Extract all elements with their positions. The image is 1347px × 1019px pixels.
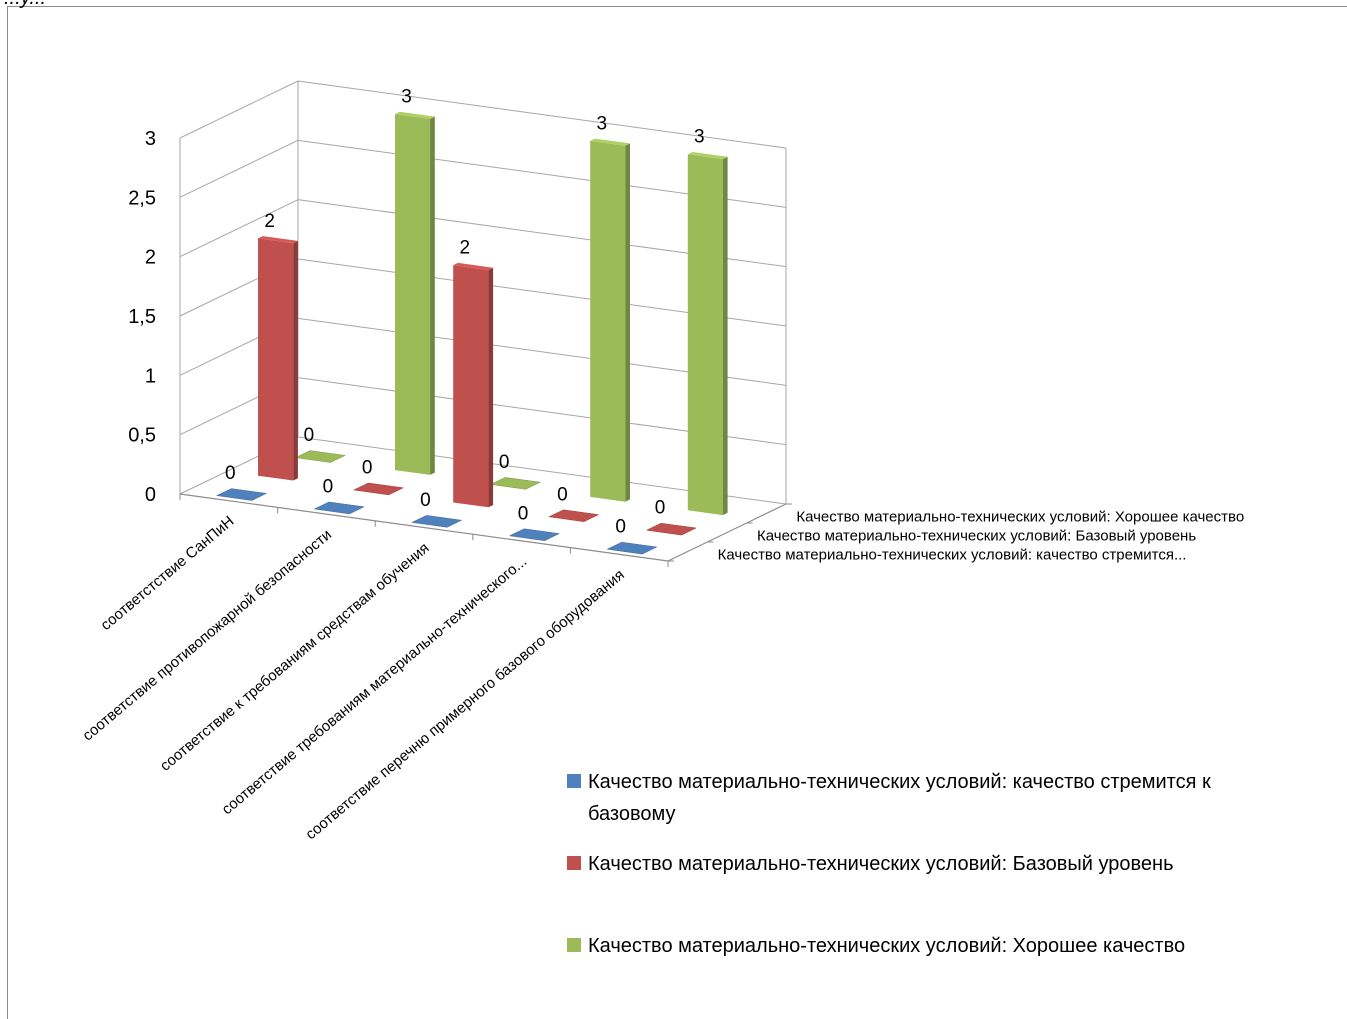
data-label: 0 [225,463,236,484]
bar-top-face [395,111,435,119]
category-label: соответствие противопожарной безопасност… [79,526,335,744]
depth-axis-label: Качество материально-технических условий… [757,528,1196,545]
top-text-fragment: ...у... [4,0,46,9]
bar-zero-face [548,509,600,522]
bar: 0 [548,484,600,522]
bar-top-face [258,236,298,244]
bar: 2 [453,238,494,508]
y-tick-label: 0 [145,484,156,506]
bar-zero-face [606,541,658,555]
bar: 0 [606,517,658,555]
y-tick-label: 0,5 [128,425,156,447]
data-label: 3 [596,113,607,134]
legend-item: Качество материально-технических условий… [567,771,1211,825]
legend-label: Качество материально-технических условий… [588,771,1211,793]
data-label: 0 [362,457,373,478]
bar: 3 [687,127,728,516]
bar: 0 [508,503,561,541]
bar: 3 [590,113,630,502]
bar-zero-face [352,482,405,496]
bar-top-face [453,262,494,270]
data-label: 0 [557,484,568,505]
bar-side-face [488,267,494,508]
bar-zero-face [489,477,542,490]
bar-front-face [395,114,431,475]
depth-axis-line [667,503,787,562]
legend-label: Качество материально-технических условий… [588,853,1174,875]
bar: 0 [352,457,405,496]
bar-side-face [625,143,630,502]
bar: 2 [258,211,298,481]
chart-bars: 0 3 0 3 3 2 0 2 0 0 0 0 0 0 0 [215,86,728,555]
bar-side-face [722,156,728,516]
bar: 0 [645,498,698,536]
bar: 0 [215,463,268,501]
chart-frame [7,6,1347,1019]
bar: 3 [395,86,435,475]
back-wall-gridline [297,80,787,149]
legend-swatch [567,938,581,952]
bar-side-face [430,116,435,475]
y-tick-label: 3 [145,128,156,150]
data-label: 0 [499,452,510,473]
legend-item: Качество материально-технических условий… [567,853,1174,875]
y-tick-label: 1,5 [128,306,156,328]
side-wall-gridline [179,199,299,258]
depth-axis-label: Качество материально-технических условий… [796,509,1244,526]
data-label: 3 [401,86,412,107]
bar-zero-face [411,515,463,528]
side-wall-gridline [179,80,299,139]
legend: Качество материально-технических условий… [567,771,1211,957]
bar: 0 [489,452,542,490]
y-tick-label: 1 [145,365,156,387]
category-axis-line [179,493,669,562]
legend-label: Качество материально-технических условий… [588,935,1185,957]
bar-front-face [590,140,626,502]
bar: 0 [411,490,463,528]
data-label: 2 [264,211,275,232]
category-label: соответствие к требованиям средствам обу… [157,540,433,775]
bar: 0 [313,476,365,515]
bar-zero-face [313,501,365,515]
bar-front-face [453,265,489,508]
bar-top-face [590,138,630,146]
bar-top-face [687,152,728,160]
y-tick-label: 2 [145,247,156,269]
bar-side-face [293,240,298,481]
depth-axis-label: Качество материально-технических условий… [718,547,1187,564]
data-label: 0 [323,476,334,497]
side-wall-gridline [179,139,299,198]
legend-swatch [567,856,581,870]
data-label: 0 [420,490,431,511]
bar-zero-face [508,528,561,541]
data-label: 0 [655,498,666,519]
bar-front-face [258,238,294,481]
data-label: 3 [694,127,705,148]
bar-zero-face [645,522,698,536]
y-tick-label: 2,5 [128,187,156,209]
data-label: 2 [460,238,471,259]
bar-zero-face [294,450,346,463]
legend-swatch [567,774,581,788]
bar-front-face [687,154,723,516]
bar-zero-face [215,488,268,501]
data-label: 0 [615,517,626,538]
data-label: 0 [518,503,529,524]
data-label: 0 [304,425,315,446]
legend-label-continued: базовому [588,803,675,825]
legend-item: Качество материально-технических условий… [567,935,1185,957]
bar: 0 [294,425,346,463]
